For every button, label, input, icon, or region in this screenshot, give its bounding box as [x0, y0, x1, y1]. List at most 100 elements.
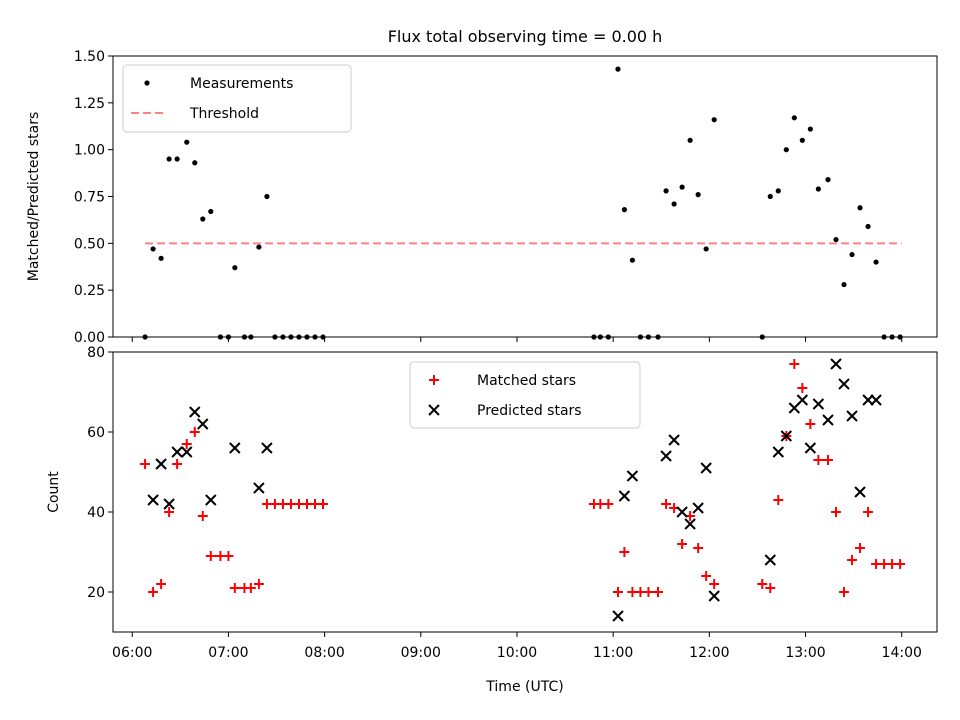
measurement-point	[687, 137, 693, 143]
y-tick-label: 1.50	[74, 49, 105, 65]
measurement-point	[775, 188, 781, 194]
measurement-point	[663, 188, 669, 194]
x-tick-label: 12:00	[689, 645, 729, 661]
x-tick-label: 09:00	[401, 645, 441, 661]
measurement-point	[791, 115, 797, 121]
matched-point	[765, 583, 776, 593]
matched-point	[156, 579, 167, 589]
predicted-point	[155, 458, 167, 470]
measurement-point	[615, 66, 621, 72]
matched-point	[653, 587, 664, 597]
predicted-point	[181, 446, 193, 458]
matched-point	[797, 383, 808, 393]
chart-title: Flux total observing time = 0.00 h	[388, 27, 663, 46]
matched-point	[693, 543, 704, 553]
measurement-point	[621, 207, 627, 213]
axes-frame	[112, 55, 938, 338]
measurement-point	[865, 223, 871, 230]
legend-box	[122, 64, 352, 133]
matched-point	[773, 495, 784, 505]
predicted-point	[171, 446, 183, 458]
measurement-point	[849, 251, 855, 258]
legend-label: Predicted stars	[477, 403, 582, 419]
measurement-point	[158, 255, 164, 261]
measurement-point	[841, 281, 847, 288]
predicted-point	[684, 518, 696, 530]
y-tick-label: 0.50	[74, 236, 105, 252]
measurement-point	[200, 216, 206, 222]
predicted-point	[812, 398, 825, 410]
predicted-point	[870, 394, 882, 406]
measurement-point	[703, 246, 709, 252]
x-tick-label: 10:00	[497, 645, 537, 661]
matched-point	[197, 511, 208, 521]
measurement-point	[679, 184, 685, 190]
legend-marker	[428, 404, 440, 416]
measurement-point	[256, 244, 262, 250]
matched-point	[661, 499, 672, 509]
matched-point	[164, 507, 175, 517]
matched-point	[612, 587, 623, 597]
y-tick-label: 40	[87, 505, 105, 521]
matched-point	[831, 507, 842, 517]
matched-point	[813, 455, 824, 465]
predicted-point	[229, 442, 241, 454]
measurement-point	[833, 236, 839, 243]
predicted-point	[780, 430, 793, 442]
measurement-point	[711, 117, 717, 123]
y-tick-label: 80	[87, 345, 105, 361]
predicted-point	[618, 490, 631, 502]
x-tick-label: 13:00	[785, 645, 825, 661]
predicted-point	[626, 470, 639, 482]
legend-label: Threshold	[189, 106, 259, 122]
predicted-point	[660, 450, 672, 462]
predicted-point	[838, 378, 850, 390]
predicted-point	[846, 410, 858, 422]
matched-point	[181, 439, 192, 449]
matched-point	[229, 583, 240, 593]
series-predicted-stars	[147, 358, 882, 622]
matched-point	[253, 579, 264, 589]
predicted-point	[612, 610, 624, 622]
matched-point	[839, 587, 850, 597]
y-tick-label: 0.75	[74, 190, 105, 206]
measurement-point	[815, 186, 821, 192]
y-tick-label: 0.25	[74, 283, 105, 299]
predicted-point	[205, 494, 217, 506]
matched-point	[189, 427, 200, 437]
measurement-point	[232, 265, 238, 271]
matched-point	[805, 419, 816, 429]
matched-point	[603, 499, 614, 509]
measurement-point	[799, 137, 805, 143]
legend-marker	[144, 80, 150, 86]
predicted-point	[197, 418, 209, 430]
x-tick-label: 08:00	[304, 645, 344, 661]
measurement-point	[166, 156, 172, 162]
predicted-point	[692, 502, 704, 514]
matched-point	[789, 359, 800, 369]
predicted-point	[147, 494, 159, 506]
measurement-point	[671, 201, 677, 207]
measurement-point	[767, 193, 773, 200]
predicted-point	[822, 414, 834, 426]
legend-marker	[429, 375, 439, 385]
predicted-point	[253, 482, 265, 494]
predicted-point	[830, 358, 842, 370]
matched-point	[205, 551, 216, 561]
series-measurements	[142, 66, 903, 340]
measurement-point	[783, 147, 789, 153]
measurement-point	[825, 177, 831, 183]
legend-label: Matched stars	[477, 373, 576, 389]
matched-point	[619, 547, 630, 557]
predicted-point	[700, 462, 712, 474]
matched-point	[643, 587, 654, 597]
matched-point	[847, 555, 858, 565]
predicted-point	[764, 554, 776, 566]
measurement-point	[208, 208, 214, 215]
matched-point	[895, 559, 906, 569]
predicted-point	[854, 486, 866, 498]
y-tick-label: 60	[87, 425, 105, 441]
y-axis-label: Matched/Predicted stars	[26, 112, 42, 282]
matched-point	[245, 583, 256, 593]
matched-point	[223, 551, 234, 561]
